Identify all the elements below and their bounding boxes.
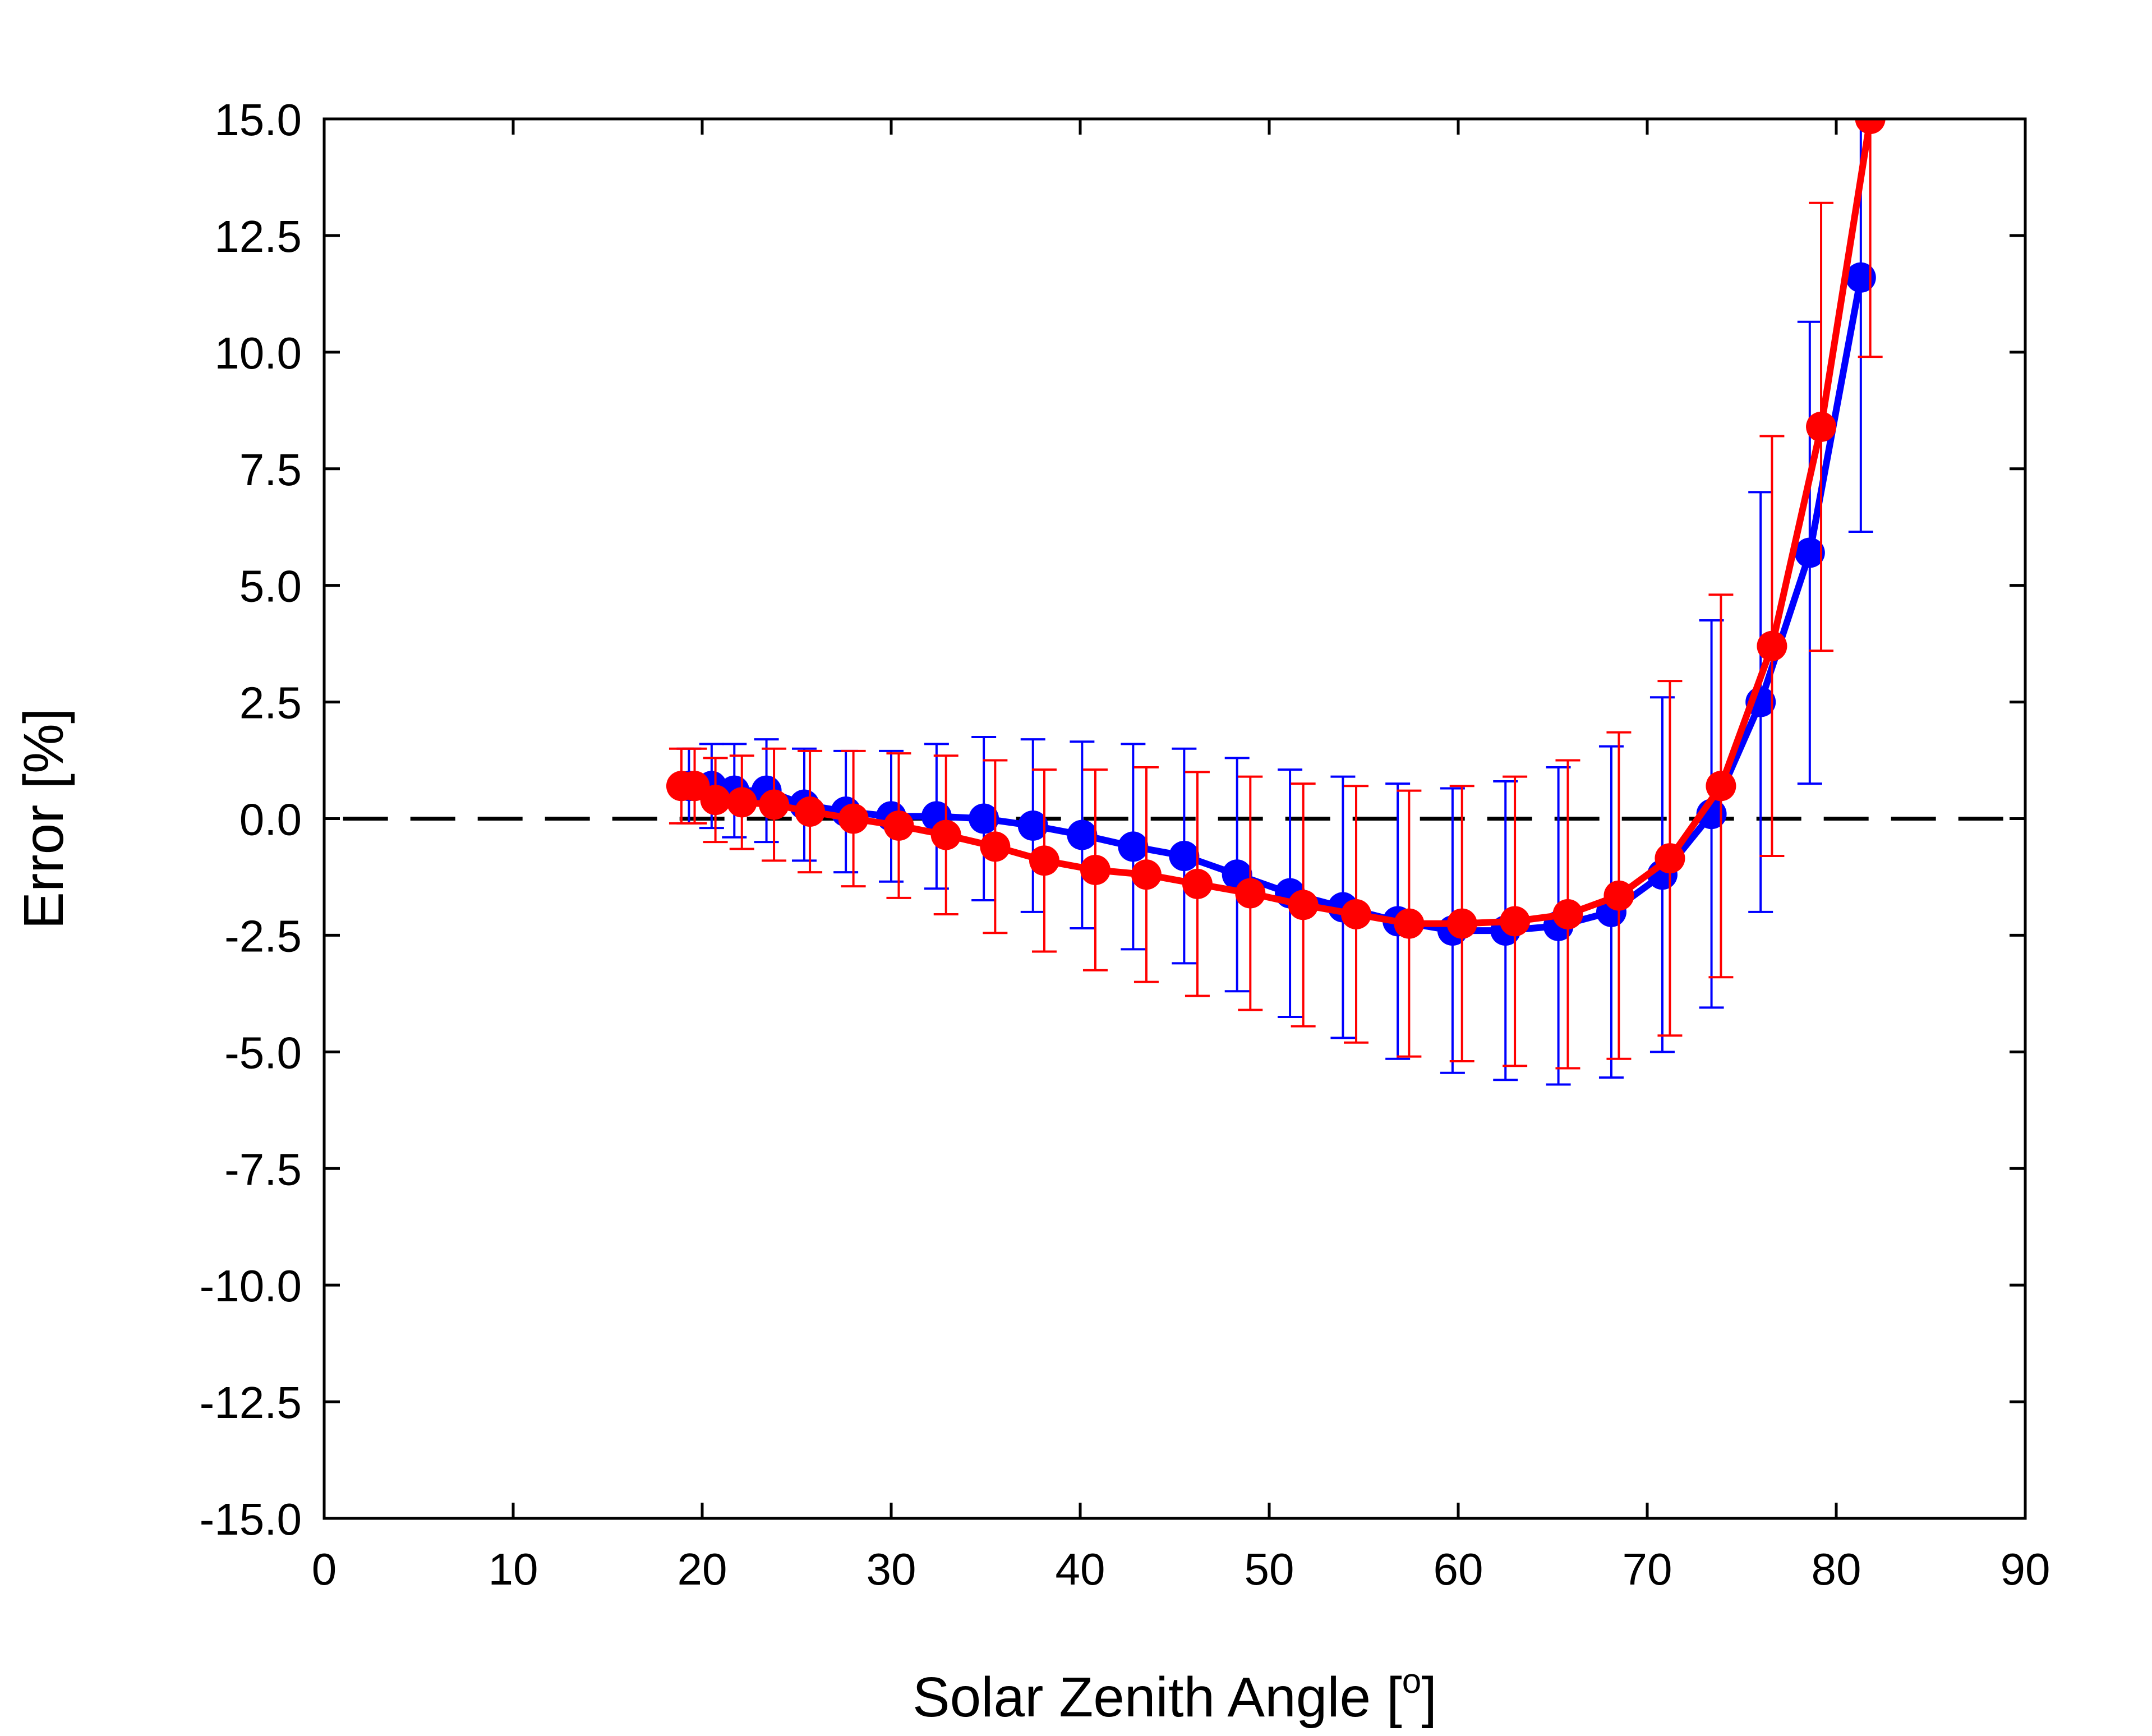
y-tick-label: 10.0: [214, 328, 302, 378]
data-point: [1552, 899, 1583, 929]
plot-area: [343, 119, 2025, 1086]
y-tick-label: 15.0: [214, 95, 302, 145]
y-tick-label: -10.0: [200, 1261, 302, 1311]
y-tick-label: 12.5: [214, 211, 302, 261]
data-point: [1446, 908, 1477, 939]
y-tick-label: -12.5: [200, 1378, 302, 1428]
data-point: [759, 789, 790, 820]
data-point: [1080, 854, 1110, 885]
y-tick-label: -2.5: [224, 911, 302, 961]
data-point: [930, 819, 961, 850]
data-point: [1017, 810, 1048, 841]
data-point: [795, 796, 826, 827]
data-point: [1603, 880, 1634, 911]
x-tick-label: 40: [1056, 1544, 1105, 1594]
y-tick-label: 5.0: [239, 561, 302, 611]
x-axis-label-superscript: o: [1402, 1662, 1421, 1701]
x-axis-label-main: Solar Zenith Angle [: [913, 1666, 1402, 1729]
data-point: [1706, 771, 1736, 802]
data-point: [1131, 859, 1162, 890]
data-point: [1169, 841, 1200, 872]
data-point: [1855, 119, 1886, 134]
data-point: [883, 810, 914, 841]
y-tick-label: 2.5: [239, 678, 302, 728]
data-point: [1235, 878, 1266, 909]
data-point: [1794, 537, 1825, 568]
x-tick-label: 20: [678, 1544, 727, 1594]
y-tick-label: 7.5: [239, 445, 302, 495]
data-point: [980, 831, 1011, 862]
data-point: [1288, 890, 1319, 920]
x-tick-label: 70: [1623, 1544, 1672, 1594]
x-tick-label: 50: [1245, 1544, 1294, 1594]
axis-layer: 0 10 20 30 40 50 60 70 80 90 -15.0 -12.5 -10.0 -7.5 -5…: [200, 95, 2050, 1594]
data-point: [1757, 630, 1787, 661]
x-tick-label: 0: [312, 1544, 337, 1594]
x-tick-label: 30: [867, 1544, 916, 1594]
x-tick-label: 60: [1434, 1544, 1483, 1594]
y-tick-label: -5.0: [224, 1028, 302, 1077]
data-point: [838, 803, 869, 834]
data-point: [1118, 831, 1149, 862]
data-point: [726, 787, 757, 818]
x-tick-label: 10: [489, 1544, 538, 1594]
data-layer: [343, 119, 2025, 1086]
y-tick-label: 0.0: [239, 795, 302, 845]
series-2: [666, 119, 1886, 1070]
x-axis-label-close: ]: [1421, 1666, 1437, 1729]
x-tick-label: 90: [2001, 1544, 2050, 1594]
data-point: [1067, 819, 1098, 850]
data-point: [1806, 411, 1837, 442]
y-tick-label: -15.0: [200, 1494, 302, 1544]
data-point: [1182, 868, 1213, 899]
data-point: [700, 785, 731, 816]
data-point: [1341, 899, 1372, 929]
data-point: [969, 803, 999, 834]
plot-frame: [322, 117, 2027, 1520]
data-point: [1845, 262, 1876, 293]
data-point: [1500, 906, 1531, 937]
y-tick-label: -7.5: [224, 1144, 302, 1194]
data-point: [1655, 843, 1685, 874]
data-point: [1394, 908, 1425, 939]
y-axis-label: Error [%]: [12, 708, 75, 929]
x-axis-label: Solar Zenith Angle [o]: [913, 1662, 1437, 1729]
x-tick-label: 80: [1812, 1544, 1861, 1594]
data-point: [1029, 845, 1059, 876]
